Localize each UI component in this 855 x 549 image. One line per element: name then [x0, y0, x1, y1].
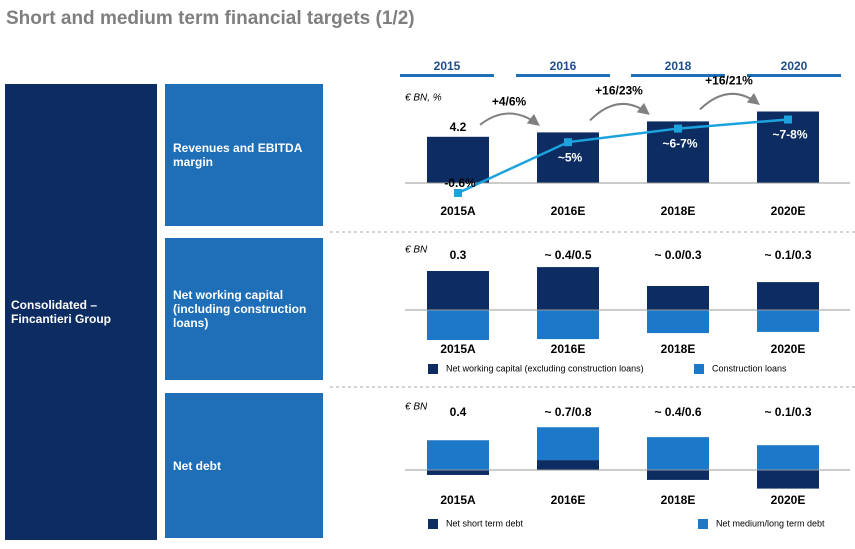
year-header-bar — [516, 74, 610, 77]
margin-label: ~5% — [558, 150, 583, 164]
x-tick-label: 2015A — [440, 493, 476, 507]
year-header-bar — [631, 74, 725, 77]
margin-line — [457, 118, 789, 195]
x-tick-label: 2016E — [551, 342, 586, 356]
margin-label: -0.6% — [444, 176, 476, 190]
bar-segment — [647, 470, 709, 480]
bar-segment — [427, 310, 489, 340]
x-tick-label: 2016E — [551, 493, 586, 507]
x-tick-label: 2020E — [771, 204, 806, 218]
bar-segment — [757, 310, 819, 332]
legend-swatch — [428, 364, 438, 374]
total-label: 0.3 — [450, 248, 467, 262]
bar-segment — [647, 310, 709, 334]
legend-swatch — [428, 519, 438, 529]
legend-swatch — [694, 364, 704, 374]
growth-label: +4/6% — [492, 95, 527, 109]
unit-label: € BN — [405, 245, 428, 256]
x-tick-label: 2020E — [771, 493, 806, 507]
year-header: 2018 — [665, 59, 692, 73]
x-tick-label: 2015A — [440, 204, 476, 218]
total-label: ~ 0.4/0.5 — [544, 248, 591, 262]
bar-segment — [427, 470, 489, 475]
margin-marker — [454, 188, 462, 197]
total-label: ~ 0.7/0.8 — [544, 405, 591, 419]
bar-segment — [537, 427, 599, 461]
legend-swatch — [698, 519, 708, 529]
bar-segment — [427, 440, 489, 470]
growth-label: +16/21% — [705, 74, 753, 88]
bar-segment — [757, 282, 819, 310]
total-label: ~ 0.4/0.6 — [654, 405, 701, 419]
year-header-bar — [747, 74, 841, 77]
row-label: Net debt — [165, 393, 323, 538]
legend-label: Net medium/long term debt — [716, 518, 825, 528]
total-label: ~ 0.1/0.3 — [764, 405, 811, 419]
row-label: Net working capital (including construct… — [165, 238, 323, 380]
x-tick-label: 2018E — [661, 342, 696, 356]
unit-label: € BN, % — [405, 93, 442, 104]
growth-arrow — [479, 112, 540, 126]
bar-segment — [427, 271, 489, 310]
bar-value-label: 4.2 — [450, 120, 467, 134]
growth-arrow — [589, 102, 650, 122]
growth-arrow — [699, 92, 760, 111]
bar-segment — [757, 470, 819, 489]
x-tick-label: 2018E — [661, 204, 696, 218]
bar-segment — [647, 286, 709, 310]
year-header: 2020 — [781, 59, 808, 73]
x-tick-label: 2015A — [440, 342, 476, 356]
bar-segment — [537, 310, 599, 340]
year-header: 2016 — [550, 59, 577, 73]
x-tick-label: 2020E — [771, 342, 806, 356]
total-label: ~ 0.1/0.3 — [764, 248, 811, 262]
group-label: Consolidated – Fincantieri Group — [5, 84, 157, 540]
x-tick-label: 2018E — [661, 493, 696, 507]
year-header: 2015 — [434, 59, 461, 73]
legend-label: Construction loans — [712, 363, 787, 373]
total-label: ~ 0.0/0.3 — [654, 248, 701, 262]
unit-label: € BN — [405, 402, 428, 413]
total-label: 0.4 — [450, 405, 467, 419]
margin-marker — [784, 115, 792, 124]
bar — [427, 136, 489, 183]
x-tick-label: 2016E — [551, 204, 586, 218]
margin-label: ~6-7% — [662, 137, 697, 151]
margin-marker — [564, 138, 572, 147]
growth-label: +16/23% — [595, 84, 643, 98]
margin-label: ~7-8% — [772, 128, 807, 142]
year-header-bar — [400, 74, 494, 77]
legend-label: Net short term debt — [446, 518, 524, 528]
slide-title: Short and medium term financial targets … — [6, 8, 415, 29]
row-label: Revenues and EBITDA margin — [165, 84, 323, 226]
bar-segment — [757, 445, 819, 470]
bar-segment — [537, 267, 599, 310]
margin-marker — [674, 124, 682, 133]
legend-label: Net working capital (excluding construct… — [446, 363, 644, 373]
bar-segment — [647, 437, 709, 470]
bar-segment — [537, 460, 599, 470]
